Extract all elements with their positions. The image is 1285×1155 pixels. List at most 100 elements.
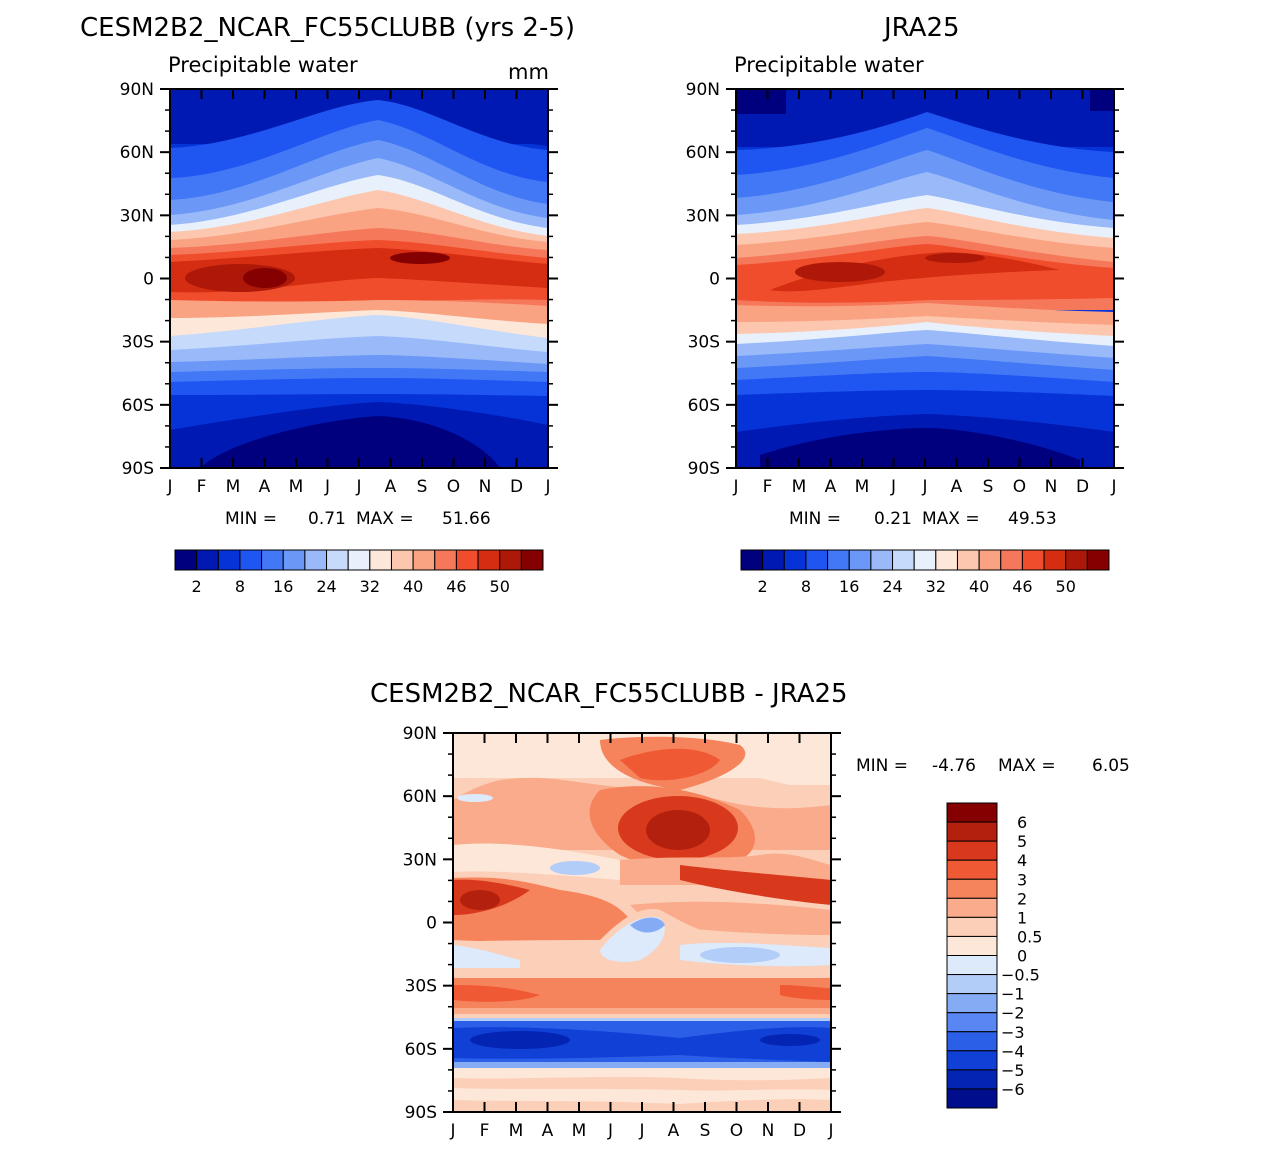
- colorbar-label: 3: [1017, 870, 1027, 889]
- colorbar-label: 0: [1017, 947, 1027, 966]
- colorbar-swatch: [892, 549, 915, 571]
- colorbar-swatch: [946, 935, 998, 956]
- panel-model-max-value: 51.66: [442, 509, 491, 529]
- x-tick-label: F: [480, 1121, 490, 1141]
- y-tick-label: 0: [143, 270, 154, 290]
- x-tick-label: N: [762, 1121, 775, 1141]
- colorbar-swatch: [239, 549, 263, 571]
- x-tick-label: D: [510, 477, 523, 497]
- x-tick-label: J: [921, 477, 927, 497]
- panel-obs-min-value: 0.21: [874, 509, 912, 529]
- x-tick-label: D: [793, 1121, 806, 1141]
- colorbar-swatch: [1065, 549, 1088, 571]
- colorbar-label: 2: [1017, 889, 1027, 908]
- x-tick-label: J: [827, 1121, 833, 1141]
- colorbar-swatch: [196, 549, 219, 571]
- colorbar-swatch: [762, 549, 785, 571]
- colorbar-swatch: [946, 993, 998, 1014]
- y-tick-label: 60N: [686, 143, 720, 163]
- colorbar-swatch: [434, 549, 457, 571]
- colorbar-label: 32: [926, 577, 946, 596]
- colorbar-swatch: [217, 549, 241, 571]
- colorbar-label: 50: [490, 577, 510, 596]
- x-tick-label: D: [1076, 477, 1089, 497]
- panel-obs: JRA25 Precipitable water: [686, 13, 1124, 596]
- colorbar-swatch: [946, 916, 998, 937]
- x-tick-label: J: [638, 1121, 644, 1141]
- x-tick-label: J: [732, 477, 738, 497]
- x-tick-label: A: [542, 1121, 554, 1141]
- y-tick-label: 90N: [120, 80, 154, 100]
- colorbar-swatch: [390, 549, 414, 571]
- x-tick-label: O: [1013, 477, 1026, 497]
- colorbar-swatch: [1021, 549, 1045, 571]
- colorbar-label: 24: [316, 577, 336, 596]
- colorbar-label: 40: [403, 577, 423, 596]
- panel-obs-max-label: MAX =: [922, 509, 980, 529]
- colorbar-label: −6: [1001, 1080, 1025, 1099]
- colorbar-swatch: [946, 802, 998, 823]
- colorbar-swatch: [978, 549, 1002, 571]
- colorbar-label: 40: [969, 577, 989, 596]
- x-tick-label: S: [417, 477, 428, 497]
- y-tick-label: 60N: [403, 787, 437, 807]
- x-tick-label: N: [479, 477, 492, 497]
- colorbar-swatch: [412, 549, 436, 571]
- y-tick-label: 90S: [122, 459, 154, 479]
- colorbar-swatch: [946, 1012, 998, 1033]
- x-tick-label: M: [855, 477, 870, 497]
- panel-model-units: mm: [508, 60, 549, 84]
- colorbar-swatch: [783, 549, 807, 571]
- colorbar-label: −3: [1001, 1023, 1025, 1042]
- x-tick-label: N: [1045, 477, 1058, 497]
- colorbar-swatch: [913, 549, 937, 571]
- colorbar-label: 46: [446, 577, 466, 596]
- colorbar-swatch: [304, 549, 328, 571]
- colorbar-swatch: [740, 549, 764, 571]
- x-tick-label: O: [447, 477, 460, 497]
- colorbar-label: 16: [273, 577, 293, 596]
- x-tick-label: M: [226, 477, 241, 497]
- colorbar-swatch: [827, 549, 850, 571]
- colorbar-swatch: [946, 1050, 998, 1071]
- colorbar-label: −5: [1001, 1061, 1025, 1080]
- panel-obs-colorbar: 2 8 16 24 32 40 46 50: [740, 549, 1110, 596]
- x-tick-label: A: [951, 477, 963, 497]
- colorbar-swatch: [935, 549, 958, 571]
- colorbar-label: 24: [882, 577, 902, 596]
- panel-model: CESM2B2_NCAR_FC55CLUBB (yrs 2-5) Precipi…: [80, 13, 575, 596]
- panel-diff-min-value: -4.76: [932, 756, 976, 776]
- panel-model-subtitle: Precipitable water: [168, 53, 358, 77]
- x-tick-label: O: [730, 1121, 743, 1141]
- x-tick-label: A: [825, 477, 837, 497]
- colorbar-swatch: [369, 549, 392, 571]
- panel-diff: CESM2B2_NCAR_FC55CLUBB - JRA25: [370, 679, 1130, 1141]
- y-tick-label: 90S: [688, 459, 720, 479]
- colorbar-label: 8: [801, 577, 811, 596]
- y-tick-label: 60S: [405, 1040, 437, 1060]
- colorbar-swatch: [946, 974, 998, 995]
- y-tick-label: 90S: [405, 1103, 437, 1123]
- x-tick-label: J: [324, 477, 330, 497]
- colorbar-label: 6: [1017, 813, 1027, 832]
- panel-model-colorbar: 2 8 16 24 32 40 46 50: [174, 549, 544, 596]
- x-tick-label: M: [572, 1121, 587, 1141]
- colorbar-label: 5: [1017, 832, 1027, 851]
- colorbar-label: 46: [1012, 577, 1032, 596]
- x-tick-label: S: [983, 477, 994, 497]
- y-tick-label: 0: [426, 914, 437, 934]
- colorbar-swatch: [326, 549, 349, 571]
- panel-obs-subtitle: Precipitable water: [734, 53, 924, 77]
- colorbar-swatch: [1086, 549, 1110, 571]
- colorbar-swatch: [946, 859, 998, 880]
- panel-model-max-label: MAX =: [356, 509, 414, 529]
- colorbar-swatch: [946, 821, 998, 842]
- colorbar-swatch: [455, 549, 479, 571]
- colorbar-swatch: [946, 840, 998, 861]
- x-tick-label: J: [449, 1121, 455, 1141]
- panel-diff-title: CESM2B2_NCAR_FC55CLUBB - JRA25: [370, 679, 848, 709]
- x-tick-label: A: [385, 477, 397, 497]
